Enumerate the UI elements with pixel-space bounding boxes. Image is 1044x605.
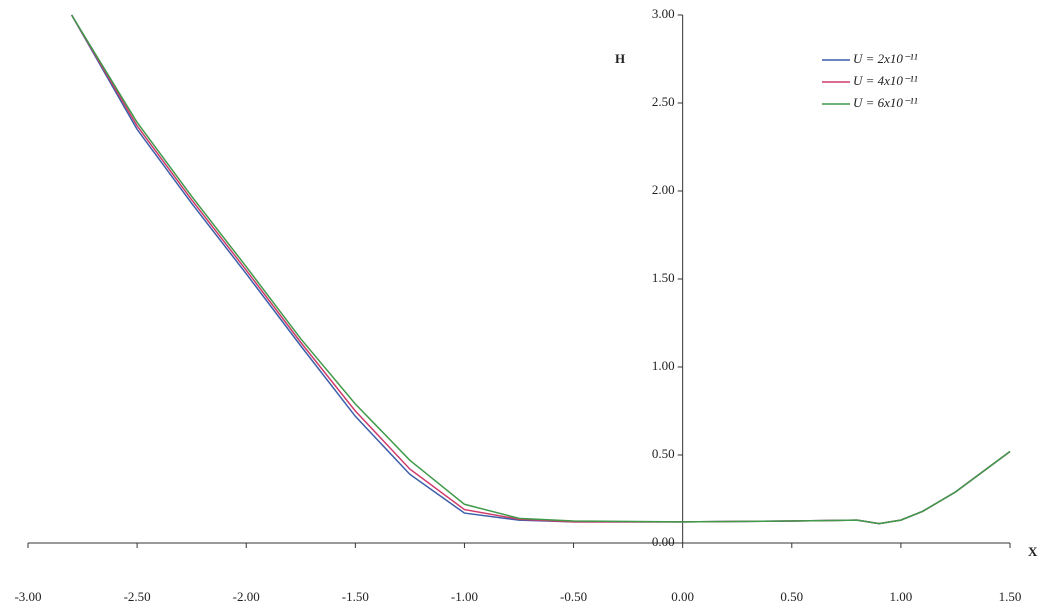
x-tick-label: 0.50 bbox=[780, 589, 803, 604]
y-tick-label: 0.00 bbox=[652, 534, 675, 549]
x-tick-label: -2.50 bbox=[124, 589, 151, 604]
x-tick-label: -2.00 bbox=[233, 589, 260, 604]
x-tick-label: 1.50 bbox=[999, 589, 1022, 604]
x-tick-label: 1.00 bbox=[890, 589, 913, 604]
series-line bbox=[70, 14, 1011, 525]
y-tick-label: 2.50 bbox=[652, 94, 675, 109]
y-tick-label: 0.50 bbox=[652, 446, 675, 461]
legend-label: U = 4x10⁻¹¹ bbox=[853, 73, 918, 88]
y-tick-label: 1.50 bbox=[652, 270, 675, 285]
y-tick-label: 2.00 bbox=[652, 182, 675, 197]
x-tick-label: -3.00 bbox=[14, 589, 41, 604]
x-tick-label: -0.50 bbox=[560, 589, 587, 604]
x-axis-label: X bbox=[1028, 544, 1038, 559]
series-line bbox=[71, 14, 1011, 525]
x-tick-label: -1.00 bbox=[451, 589, 478, 604]
legend-label: U = 2x10⁻¹¹ bbox=[853, 51, 918, 66]
y-tick-label: 1.00 bbox=[652, 358, 675, 373]
series-line bbox=[70, 14, 1011, 525]
x-tick-label: 0.00 bbox=[671, 589, 694, 604]
y-tick-label: 3.00 bbox=[652, 6, 675, 21]
legend-label: U = 6x10⁻¹¹ bbox=[853, 95, 918, 110]
y-axis-label: H bbox=[615, 51, 625, 66]
x-tick-label: -1.50 bbox=[342, 589, 369, 604]
